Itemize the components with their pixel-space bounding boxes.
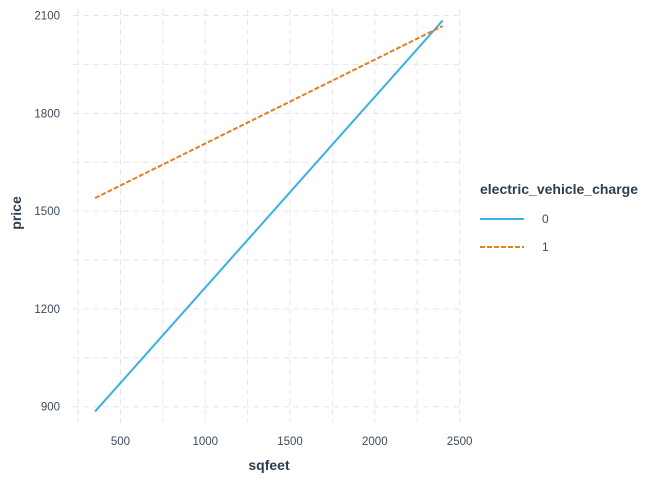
x-tick-label: 500 [111, 436, 130, 448]
y-tick-label: 2100 [34, 11, 60, 23]
series-line-1 [94, 25, 444, 199]
y-tick-label: 1200 [34, 304, 60, 316]
x-tick-label: 1500 [277, 436, 303, 448]
series-lines [94, 19, 444, 413]
x-tick-label: 2000 [362, 436, 388, 448]
x-tick-label: 2500 [447, 436, 473, 448]
legend-title: electric_vehicle_charge [480, 181, 638, 197]
legend-items: 01 [480, 212, 549, 254]
legend: electric_vehicle_charge 01 [480, 181, 638, 254]
x-tick-label: 1000 [192, 436, 218, 448]
y-tick-label: 1500 [34, 206, 60, 218]
y-tick-label: 1800 [34, 108, 60, 120]
legend-label-0: 0 [542, 212, 549, 226]
series-line-0 [94, 19, 444, 413]
tick-labels: 500 1000 1500 2000 2500 900 1200 1500 1800 2100 [34, 11, 472, 448]
y-tick-label: 900 [41, 402, 60, 414]
y-axis-title: price [8, 196, 24, 230]
legend-label-1: 1 [542, 240, 549, 254]
grid-lines [73, 9, 463, 423]
x-axis-title: sqfeet [248, 457, 290, 473]
